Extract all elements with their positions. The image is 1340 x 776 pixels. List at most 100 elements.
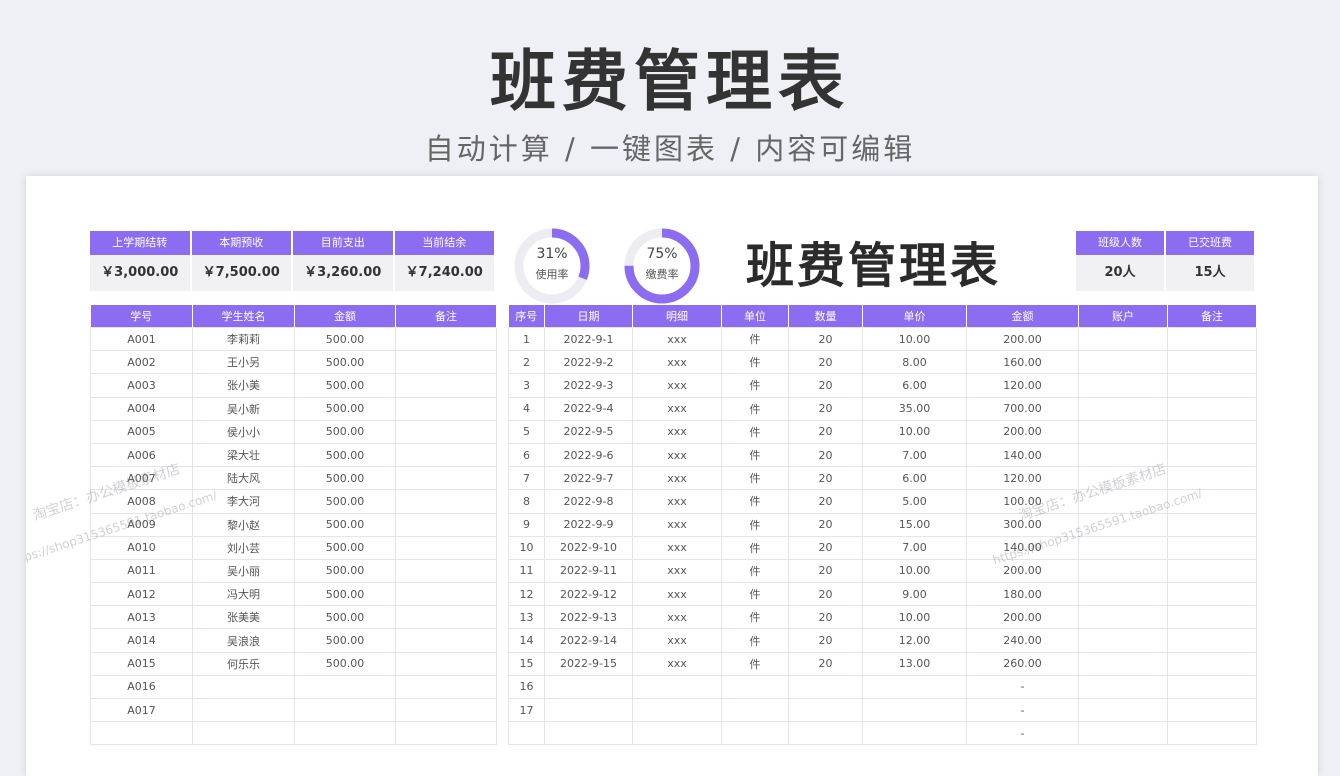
table-cell[interactable]: [395, 419, 497, 444]
table-cell[interactable]: [544, 721, 633, 746]
table-cell[interactable]: 3: [508, 373, 545, 398]
table-cell[interactable]: 20: [788, 582, 863, 607]
table-cell[interactable]: -: [966, 674, 1079, 700]
table-cell[interactable]: A012: [90, 582, 193, 607]
table-cell[interactable]: [1078, 721, 1168, 746]
table-cell[interactable]: [1167, 697, 1257, 723]
column-header[interactable]: 备注: [1167, 305, 1257, 328]
table-cell[interactable]: [1078, 535, 1168, 560]
table-cell[interactable]: 13: [508, 605, 545, 630]
table-cell[interactable]: 张美美: [192, 605, 295, 630]
table-cell[interactable]: 14: [508, 628, 545, 653]
column-header[interactable]: 数量: [788, 305, 863, 328]
table-cell[interactable]: 16: [508, 674, 545, 700]
table-cell[interactable]: xxx: [632, 419, 722, 444]
table-cell[interactable]: 6.00: [862, 373, 967, 398]
table-cell[interactable]: 2022-9-9: [544, 512, 633, 537]
table-cell[interactable]: xxx: [632, 535, 722, 560]
table-cell[interactable]: A008: [90, 489, 193, 514]
table-cell[interactable]: 15.00: [862, 512, 967, 537]
table-cell[interactable]: 300.00: [966, 512, 1079, 537]
table-cell[interactable]: xxx: [632, 628, 722, 653]
column-header[interactable]: 日期: [544, 305, 633, 328]
table-cell[interactable]: [1167, 558, 1257, 584]
table-cell[interactable]: 260.00: [966, 651, 1079, 676]
table-cell[interactable]: [1167, 466, 1257, 491]
table-cell[interactable]: 件: [721, 373, 789, 398]
table-cell[interactable]: [1078, 442, 1168, 468]
table-cell[interactable]: 200.00: [966, 558, 1079, 584]
table-cell[interactable]: 20: [788, 373, 863, 398]
table-cell[interactable]: 李莉莉: [192, 326, 295, 352]
table-cell[interactable]: 20: [788, 628, 863, 653]
table-cell[interactable]: [1167, 605, 1257, 630]
table-cell[interactable]: [1167, 419, 1257, 444]
table-cell[interactable]: 2022-9-5: [544, 419, 633, 444]
table-cell[interactable]: [395, 582, 497, 607]
table-cell[interactable]: 500.00: [294, 396, 396, 421]
table-cell[interactable]: 刘小芸: [192, 535, 295, 560]
table-cell[interactable]: xxx: [632, 558, 722, 584]
table-cell[interactable]: 件: [721, 442, 789, 468]
table-cell[interactable]: [395, 558, 497, 584]
table-cell[interactable]: 20: [788, 396, 863, 421]
table-cell[interactable]: A004: [90, 396, 193, 421]
table-cell[interactable]: [1167, 651, 1257, 676]
table-cell[interactable]: 10.00: [862, 558, 967, 584]
table-cell[interactable]: [1078, 419, 1168, 444]
table-cell[interactable]: 500.00: [294, 326, 396, 352]
table-cell[interactable]: [1078, 350, 1168, 375]
table-cell[interactable]: 件: [721, 419, 789, 444]
table-cell[interactable]: [1078, 582, 1168, 607]
column-header[interactable]: 账户: [1078, 305, 1168, 328]
table-cell[interactable]: 20: [788, 512, 863, 537]
table-cell[interactable]: 17: [508, 697, 545, 723]
table-cell[interactable]: 200.00: [966, 419, 1079, 444]
table-cell[interactable]: [508, 721, 545, 746]
table-cell[interactable]: [294, 721, 396, 746]
table-cell[interactable]: 500.00: [294, 373, 396, 398]
table-cell[interactable]: 件: [721, 489, 789, 514]
column-header[interactable]: 金额: [966, 305, 1079, 328]
column-header[interactable]: 金额: [294, 305, 396, 328]
table-cell[interactable]: 何乐乐: [192, 651, 295, 676]
table-cell[interactable]: [395, 535, 497, 560]
table-cell[interactable]: 500.00: [294, 558, 396, 584]
table-cell[interactable]: [395, 628, 497, 653]
table-cell[interactable]: A007: [90, 466, 193, 491]
table-cell[interactable]: [1078, 489, 1168, 514]
table-cell[interactable]: A006: [90, 442, 193, 468]
table-cell[interactable]: [544, 697, 633, 723]
table-cell[interactable]: 2022-9-13: [544, 605, 633, 630]
table-cell[interactable]: 2022-9-15: [544, 651, 633, 676]
table-cell[interactable]: 吴小新: [192, 396, 295, 421]
table-cell[interactable]: [1078, 512, 1168, 537]
table-cell[interactable]: 2022-9-8: [544, 489, 633, 514]
table-cell[interactable]: A017: [90, 697, 193, 723]
column-header[interactable]: 单价: [862, 305, 967, 328]
table-cell[interactable]: 10.00: [862, 326, 967, 352]
table-cell[interactable]: 5.00: [862, 489, 967, 514]
table-cell[interactable]: 7.00: [862, 442, 967, 468]
table-cell[interactable]: [721, 674, 789, 700]
table-cell[interactable]: [862, 697, 967, 723]
table-cell[interactable]: [1167, 326, 1257, 352]
table-cell[interactable]: A002: [90, 350, 193, 375]
table-cell[interactable]: -: [966, 721, 1079, 746]
table-cell[interactable]: [721, 697, 789, 723]
table-cell[interactable]: 500.00: [294, 535, 396, 560]
table-cell[interactable]: 500.00: [294, 512, 396, 537]
table-cell[interactable]: [1167, 350, 1257, 375]
table-cell[interactable]: 700.00: [966, 396, 1079, 421]
table-cell[interactable]: 6: [508, 442, 545, 468]
column-header[interactable]: 学号: [90, 305, 193, 328]
table-cell[interactable]: [1078, 651, 1168, 676]
table-cell[interactable]: 500.00: [294, 605, 396, 630]
table-cell[interactable]: 13.00: [862, 651, 967, 676]
table-cell[interactable]: 120.00: [966, 466, 1079, 491]
column-header[interactable]: 明细: [632, 305, 722, 328]
table-cell[interactable]: [1167, 396, 1257, 421]
table-cell[interactable]: [1078, 605, 1168, 630]
table-cell[interactable]: [1167, 721, 1257, 746]
table-cell[interactable]: [1167, 628, 1257, 653]
